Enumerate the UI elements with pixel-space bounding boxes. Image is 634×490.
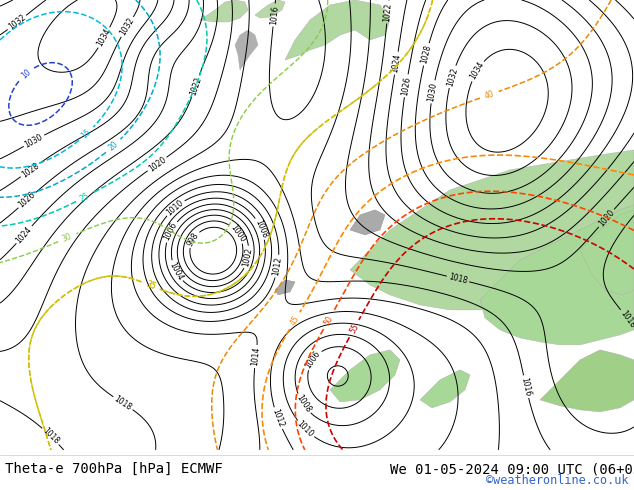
Text: We 01-05-2024 09:00 UTC (06+03): We 01-05-2024 09:00 UTC (06+03) (390, 462, 634, 476)
Text: 1032: 1032 (119, 16, 136, 37)
Text: 1008: 1008 (253, 218, 269, 239)
Text: 1030: 1030 (427, 81, 439, 102)
Text: 1012: 1012 (270, 408, 285, 429)
Text: 40: 40 (483, 89, 495, 100)
Text: 1016: 1016 (519, 376, 533, 397)
Text: 30: 30 (61, 232, 74, 244)
Text: 1006: 1006 (304, 349, 323, 370)
Text: 1012: 1012 (272, 256, 283, 276)
Text: 15: 15 (80, 127, 93, 141)
Text: 10: 10 (20, 67, 33, 80)
Polygon shape (350, 150, 634, 310)
Text: Theta-e 700hPa [hPa] ECMWF: Theta-e 700hPa [hPa] ECMWF (5, 462, 223, 476)
Text: 1022: 1022 (382, 2, 393, 22)
Text: 1030: 1030 (23, 132, 44, 149)
Polygon shape (285, 0, 390, 60)
Text: 1008: 1008 (294, 393, 313, 415)
Text: 1018: 1018 (112, 394, 133, 412)
Text: 1026: 1026 (17, 190, 37, 210)
Polygon shape (540, 350, 634, 412)
Polygon shape (480, 205, 634, 345)
Text: 1018: 1018 (618, 309, 634, 329)
Polygon shape (255, 0, 285, 18)
Text: 35: 35 (145, 279, 157, 292)
Text: 1032: 1032 (6, 13, 27, 32)
Text: 1010: 1010 (165, 198, 186, 217)
Text: 998: 998 (186, 231, 201, 248)
Polygon shape (580, 210, 634, 295)
Polygon shape (275, 280, 295, 295)
Text: 1010: 1010 (295, 419, 315, 439)
Text: 1018: 1018 (448, 272, 469, 286)
Text: 1024: 1024 (15, 224, 34, 245)
Text: 1024: 1024 (391, 53, 402, 74)
Text: 50: 50 (322, 314, 335, 327)
Text: 35: 35 (145, 279, 157, 292)
Polygon shape (235, 30, 258, 70)
Text: 1032: 1032 (445, 66, 459, 87)
Text: 1028: 1028 (20, 161, 41, 179)
Polygon shape (350, 210, 385, 235)
Text: ©weatheronline.co.uk: ©weatheronline.co.uk (486, 474, 629, 487)
Text: 1026: 1026 (400, 75, 412, 96)
Text: 1028: 1028 (420, 44, 433, 65)
Text: 20: 20 (107, 139, 120, 152)
Text: 25: 25 (79, 191, 91, 203)
Text: 45: 45 (288, 314, 301, 327)
Text: 1018: 1018 (41, 426, 61, 446)
Text: 1020: 1020 (597, 208, 616, 228)
Polygon shape (330, 350, 400, 402)
Text: 55: 55 (348, 322, 360, 335)
Text: 1014: 1014 (250, 346, 261, 367)
Text: 1034: 1034 (96, 27, 113, 48)
Text: 1020: 1020 (146, 155, 167, 173)
Text: 1022: 1022 (188, 75, 203, 96)
Text: 1016: 1016 (269, 5, 280, 25)
Text: 1000: 1000 (228, 222, 247, 244)
Text: 1004: 1004 (167, 261, 184, 282)
Text: 1002: 1002 (242, 247, 254, 268)
Text: 1034: 1034 (469, 60, 486, 81)
Polygon shape (200, 0, 248, 22)
Polygon shape (420, 370, 470, 408)
Text: 1006: 1006 (162, 221, 179, 243)
